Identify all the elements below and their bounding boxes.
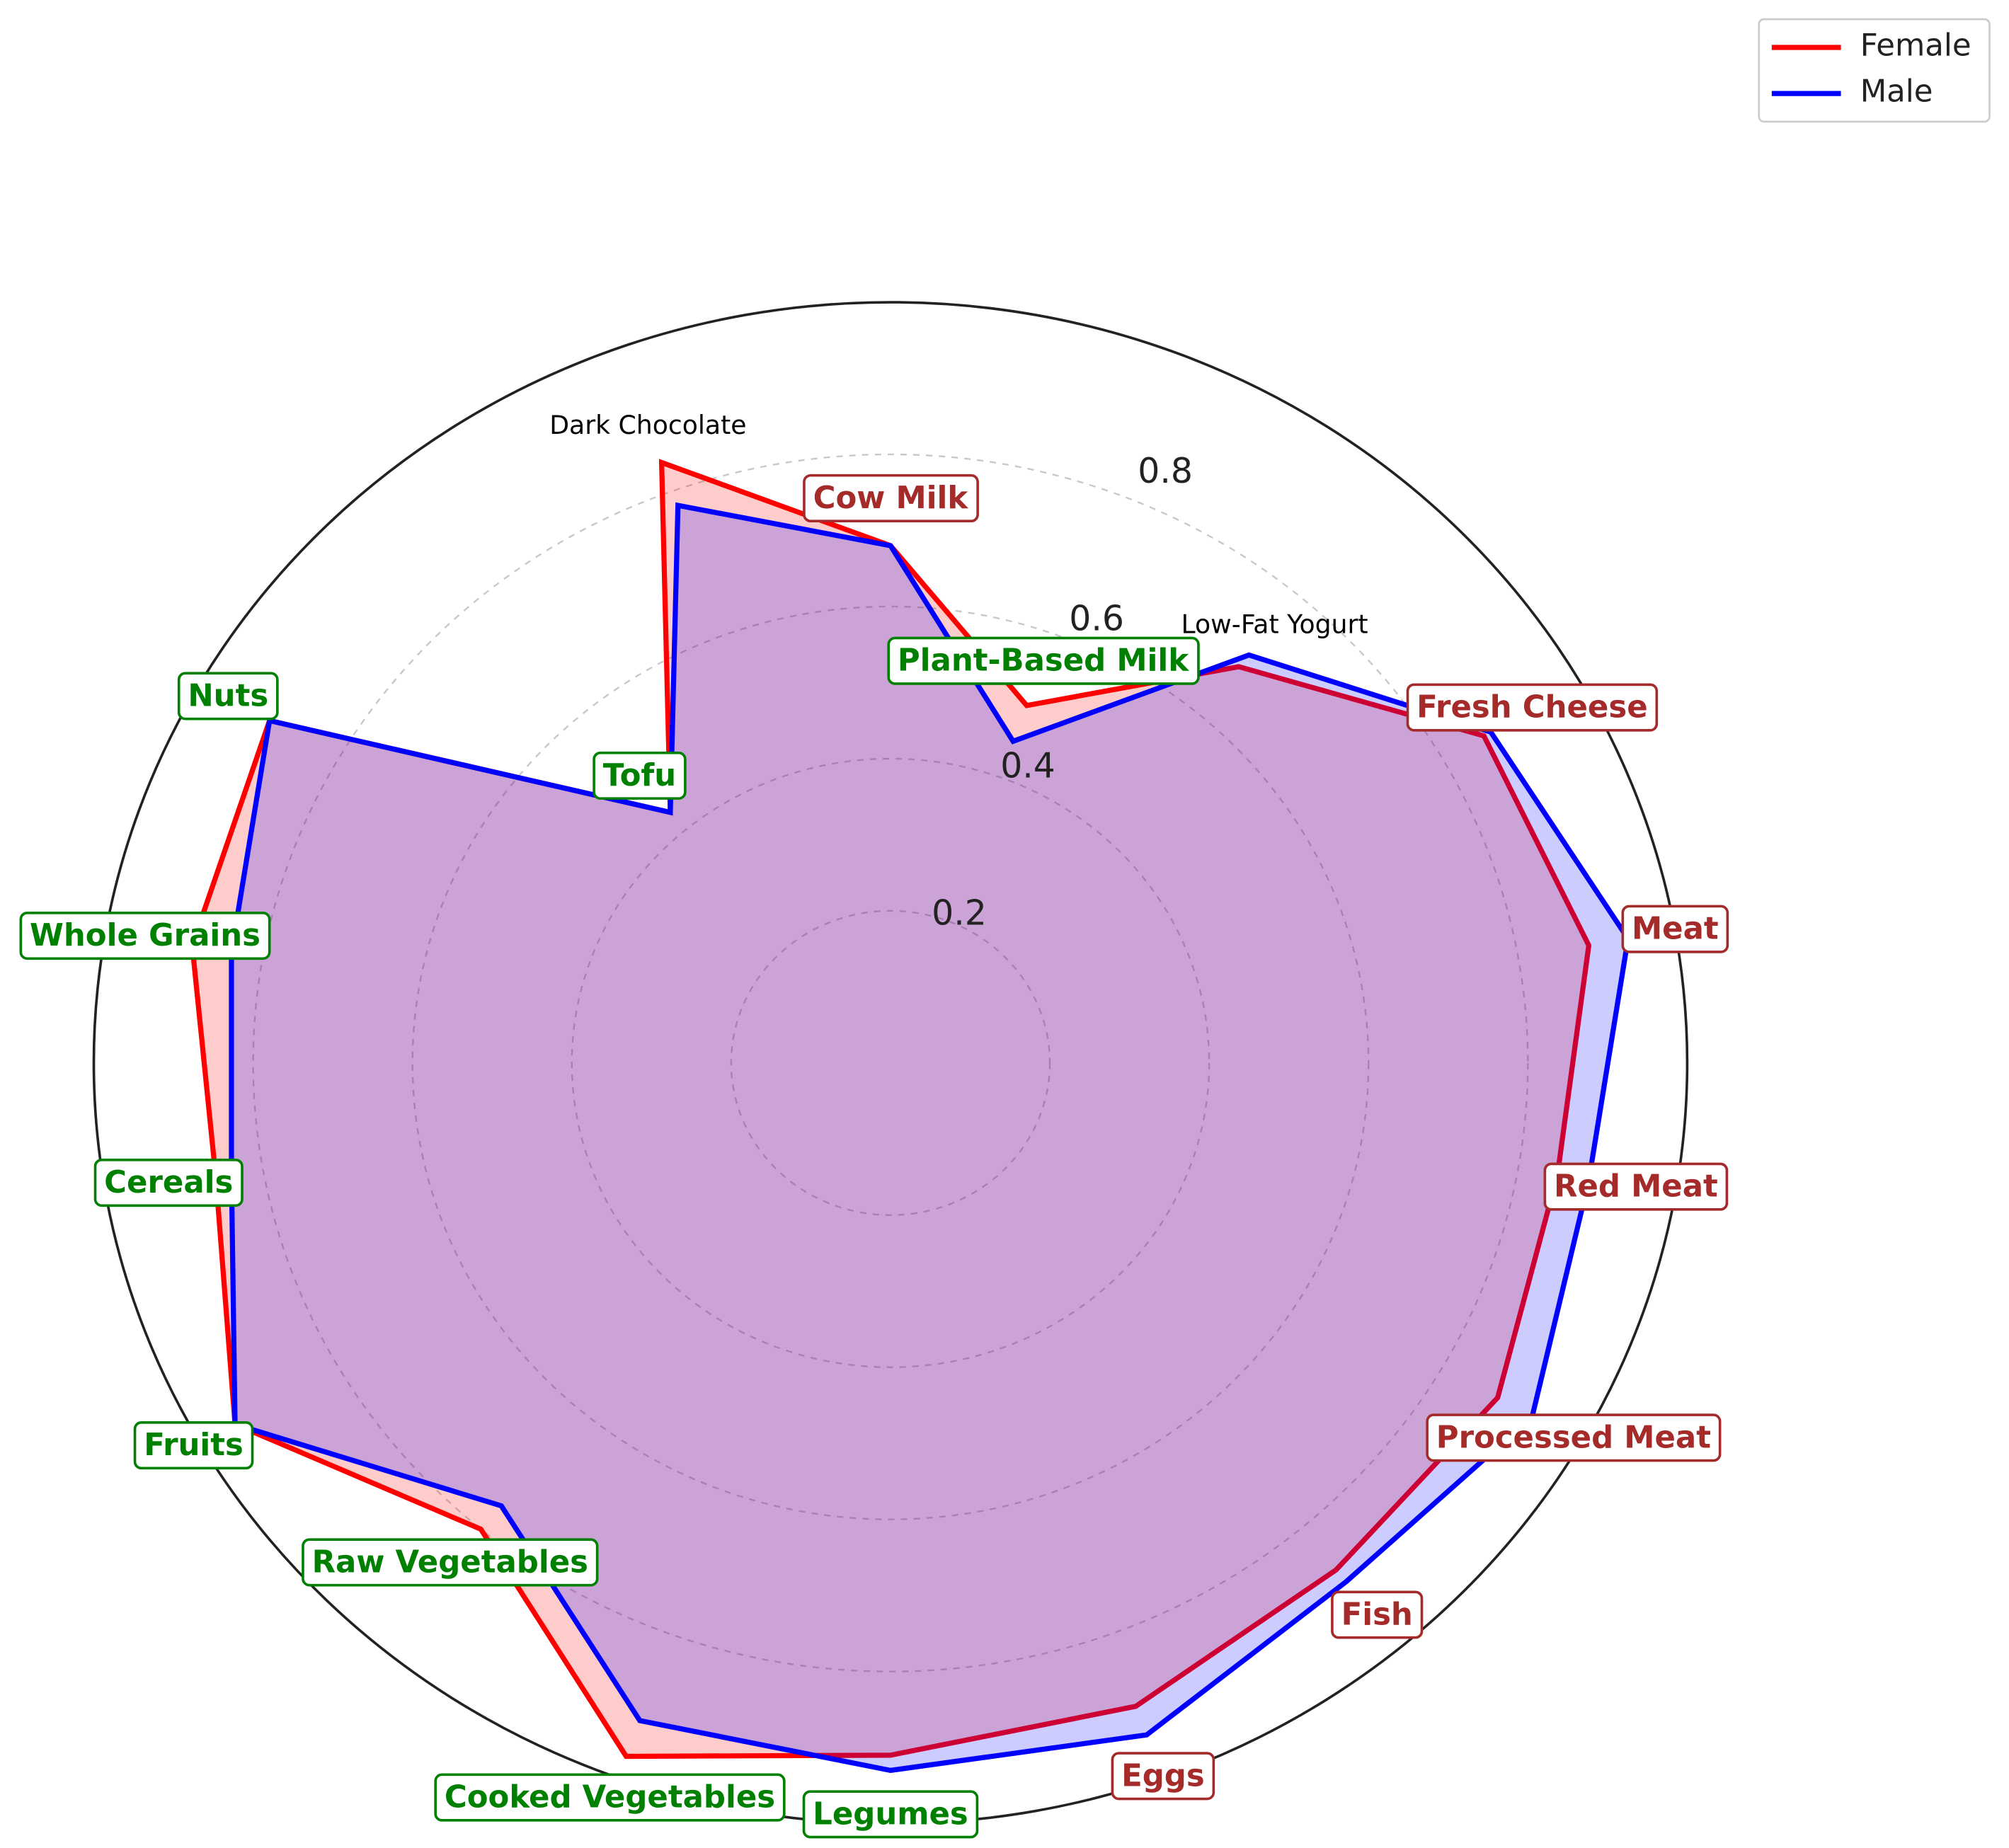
legend-label: Male: [1860, 74, 1933, 110]
category-label: Processed Meat: [1426, 1413, 1722, 1462]
category-label-text: Legumes: [813, 1796, 968, 1832]
category-label-box: [302, 1538, 599, 1587]
legend-label: Female: [1860, 28, 1971, 63]
category-label-text: Eggs: [1121, 1758, 1205, 1794]
category-label-text: Red Meat: [1554, 1169, 1718, 1205]
category-label-text: Tofu: [603, 758, 676, 793]
category-label-text: Cereals: [104, 1165, 233, 1200]
grid-circle: [411, 605, 1370, 1520]
category-label-text: Fruits: [144, 1428, 244, 1463]
category-label-text: Whole Grains: [30, 918, 261, 953]
category-label-box: [1426, 1413, 1722, 1462]
category-label-text: Cooked Vegetables: [445, 1780, 775, 1815]
category-label: Fruits: [133, 1421, 254, 1470]
category-label-box: [434, 1773, 786, 1822]
category-label-box: [803, 474, 979, 523]
r-tick-label: 0.6: [1069, 598, 1124, 638]
category-label: Meat: [1621, 905, 1729, 953]
series-area: [229, 502, 1631, 1774]
category-label: Tofu: [593, 751, 687, 800]
category-label: Plant-Based Milk: [887, 636, 1200, 685]
category-label-text: Fresh Cheese: [1416, 690, 1647, 725]
category-label-box: [177, 672, 279, 721]
category-label: Fish: [1331, 1590, 1424, 1639]
category-label: Red Meat: [1543, 1162, 1729, 1211]
category-label-text: Low-Fat Yogurt: [1181, 609, 1368, 639]
category-label-text: Dark Chocolate: [549, 410, 746, 440]
r-tick-label: 0.2: [932, 893, 987, 934]
category-label: Nuts: [177, 672, 279, 721]
category-label-box: [802, 1790, 979, 1839]
category-label-box: [1621, 905, 1729, 953]
category-label: Eggs: [1111, 1752, 1215, 1801]
category-label-box: [1111, 1752, 1215, 1801]
grid-circle: [730, 909, 1051, 1216]
category-label-text: Raw Vegetables: [312, 1544, 588, 1580]
category-label: Fresh Cheese: [1406, 683, 1659, 732]
category-label-box: [1543, 1162, 1729, 1211]
category-label-box: [593, 751, 687, 800]
category-label-box: [133, 1421, 254, 1470]
category-label: Cow Milk: [803, 474, 979, 523]
category-label-box: [887, 636, 1200, 685]
grid-circle: [571, 757, 1210, 1368]
category-label: Low-Fat Yogurt: [1181, 609, 1368, 639]
grid-circle: [252, 453, 1529, 1672]
category-label-box: [1406, 683, 1659, 732]
r-tick-label: 0.8: [1138, 451, 1193, 491]
category-label-text: Nuts: [188, 678, 268, 713]
category-label: Whole Grains: [19, 911, 271, 960]
category-label-text: Meat: [1632, 912, 1719, 947]
legend: Female Male: [1758, 18, 1991, 123]
category-label-box: [93, 1158, 244, 1207]
category-label: Raw Vegetables: [302, 1538, 599, 1587]
r-tick-label: 0.4: [1000, 746, 1055, 786]
category-label-text: Cow Milk: [813, 481, 969, 516]
category-label-text: Plant-Based Milk: [898, 643, 1189, 679]
category-label: Cereals: [93, 1158, 244, 1207]
category-label: Legumes: [802, 1790, 979, 1839]
category-label: Cooked Vegetables: [434, 1773, 786, 1822]
category-label-text: Processed Meat: [1436, 1420, 1711, 1455]
category-label-text: Fish: [1341, 1597, 1413, 1632]
category-label-box: [19, 911, 271, 960]
category-label: Dark Chocolate: [549, 410, 746, 440]
category-label-box: [1331, 1590, 1424, 1639]
